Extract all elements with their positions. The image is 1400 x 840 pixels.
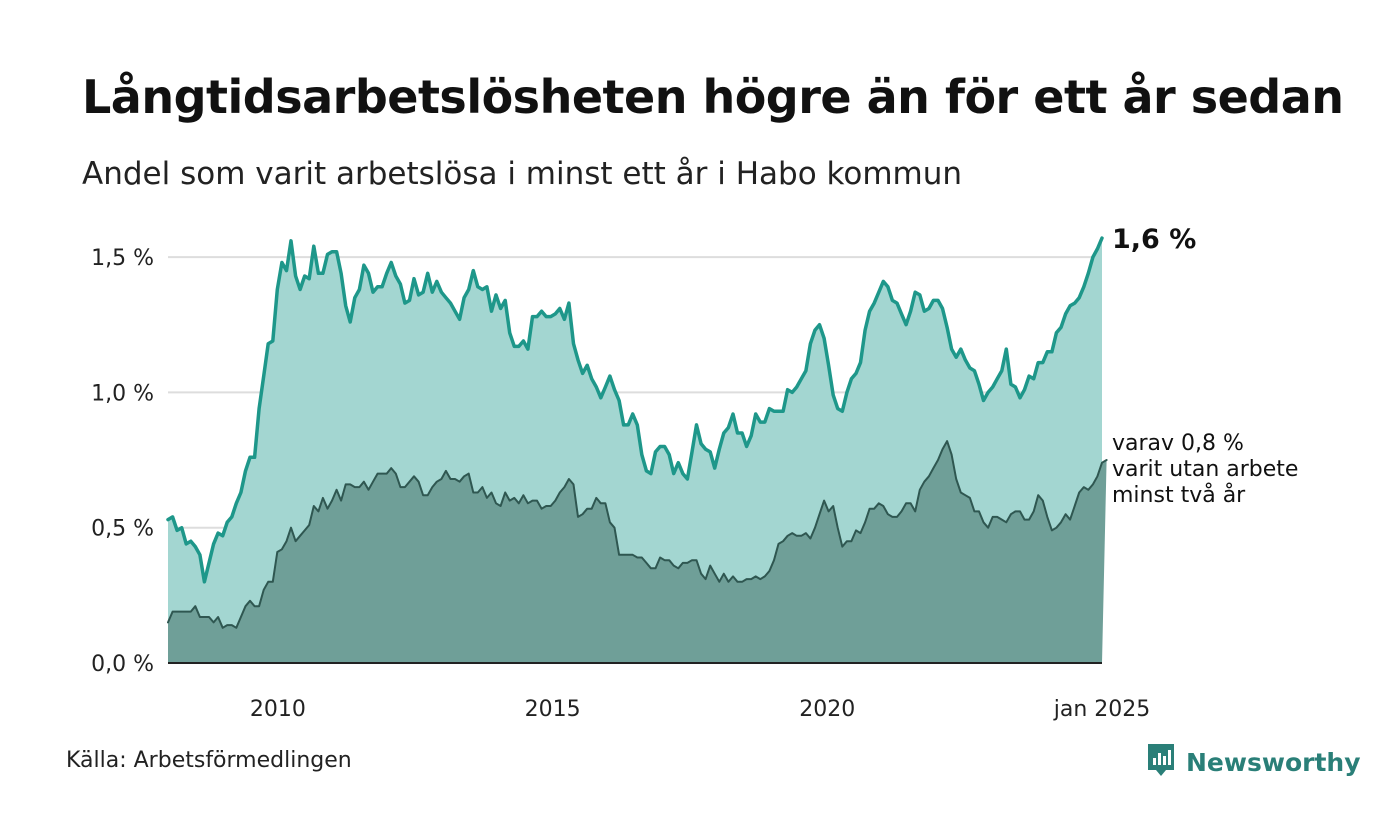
newsworthy-logo-icon: [1146, 742, 1176, 782]
x-tick-label: 2020: [799, 697, 855, 722]
series-main-line: [166, 236, 1104, 584]
sub-series-label: varit utan arbete: [1112, 457, 1298, 482]
y-tick-label: 1,0 %: [91, 381, 154, 406]
x-tick-label: jan 2025: [1053, 697, 1151, 722]
areas: [166, 236, 1108, 663]
sub-series-label: minst två år: [1112, 482, 1246, 508]
chart-title: Långtidsarbetslösheten högre än för ett …: [82, 70, 1344, 124]
x-tick-label: 2010: [250, 697, 306, 722]
y-tick-label: 0,5 %: [91, 517, 154, 542]
y-tick-label: 1,5 %: [91, 246, 154, 271]
chart-subtitle: Andel som varit arbetslösa i minst ett å…: [82, 156, 963, 192]
series-sub-line: [167, 440, 1108, 629]
sub-series-label: varav 0,8 %: [1112, 431, 1244, 456]
series-sub-area: [168, 441, 1107, 663]
brand-logo[interactable]: Newsworthy: [1146, 742, 1361, 782]
x-tick-label: 2015: [525, 697, 581, 722]
y-tick-label: 0,0 %: [91, 652, 154, 677]
axes: 0,0 % 0,5 % 1,0 % 1,5 % 2010 2015 2020 jan 2025: [91, 246, 1150, 722]
end-value-label: 1,6 %: [1112, 224, 1196, 255]
brand-name: Newsworthy: [1186, 747, 1361, 777]
source-note: Källa: Arbetsförmedlingen: [66, 748, 352, 773]
